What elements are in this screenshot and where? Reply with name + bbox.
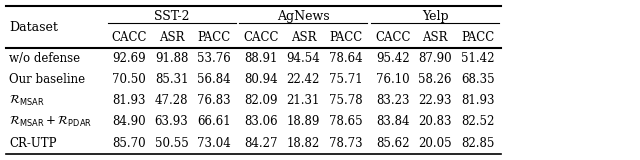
Text: PACC: PACC	[461, 31, 494, 44]
Text: 68.35: 68.35	[461, 73, 495, 86]
Text: 92.69: 92.69	[112, 52, 146, 65]
Text: 75.78: 75.78	[329, 94, 363, 107]
Text: Our baseline: Our baseline	[9, 73, 85, 86]
Text: 21.31: 21.31	[287, 94, 320, 107]
Text: 94.54: 94.54	[287, 52, 320, 65]
Text: 91.88: 91.88	[155, 52, 188, 65]
Text: AgNews: AgNews	[277, 10, 330, 23]
Text: 53.76: 53.76	[197, 52, 231, 65]
Text: 18.89: 18.89	[287, 115, 320, 128]
Text: 81.93: 81.93	[112, 94, 146, 107]
Text: 84.27: 84.27	[244, 136, 278, 150]
Text: CR-UTP: CR-UTP	[9, 136, 56, 150]
Text: SST-2: SST-2	[154, 10, 189, 23]
Text: 63.93: 63.93	[155, 115, 188, 128]
Text: 20.83: 20.83	[419, 115, 452, 128]
Text: 18.82: 18.82	[287, 136, 320, 150]
Text: 78.65: 78.65	[329, 115, 363, 128]
Text: 78.73: 78.73	[329, 136, 363, 150]
Text: 88.91: 88.91	[244, 52, 278, 65]
Text: 83.84: 83.84	[376, 115, 410, 128]
Text: CACC: CACC	[375, 31, 410, 44]
Text: 50.55: 50.55	[155, 136, 188, 150]
Text: 85.70: 85.70	[112, 136, 146, 150]
Text: CACC: CACC	[243, 31, 278, 44]
Text: 95.42: 95.42	[376, 52, 410, 65]
Text: 83.23: 83.23	[376, 94, 410, 107]
Text: 51.42: 51.42	[461, 52, 495, 65]
Text: CACC: CACC	[111, 31, 147, 44]
Text: $\mathcal{R}_{\mathrm{MSAR}}$: $\mathcal{R}_{\mathrm{MSAR}}$	[9, 93, 45, 108]
Text: 82.52: 82.52	[461, 115, 495, 128]
Text: 87.90: 87.90	[419, 52, 452, 65]
Text: 66.61: 66.61	[197, 115, 231, 128]
Text: PACC: PACC	[330, 31, 362, 44]
Text: ASR: ASR	[291, 31, 316, 44]
Text: 84.90: 84.90	[112, 115, 146, 128]
Text: $\mathcal{R}_{\mathrm{MSAR}}+\mathcal{R}_{\mathrm{PDAR}}$: $\mathcal{R}_{\mathrm{MSAR}}+\mathcal{R}…	[9, 114, 92, 129]
Text: 82.09: 82.09	[244, 94, 278, 107]
Text: 80.94: 80.94	[244, 73, 278, 86]
Text: 83.06: 83.06	[244, 115, 278, 128]
Text: ASR: ASR	[422, 31, 448, 44]
Text: 56.84: 56.84	[197, 73, 231, 86]
Text: 78.64: 78.64	[329, 52, 363, 65]
Text: 47.28: 47.28	[155, 94, 188, 107]
Text: 22.42: 22.42	[287, 73, 320, 86]
Text: 22.93: 22.93	[419, 94, 452, 107]
Text: 20.05: 20.05	[419, 136, 452, 150]
Text: 85.62: 85.62	[376, 136, 410, 150]
Text: 82.85: 82.85	[461, 136, 495, 150]
Text: PACC: PACC	[198, 31, 230, 44]
Text: w/o defense: w/o defense	[9, 52, 80, 65]
Text: 76.10: 76.10	[376, 73, 410, 86]
Text: 85.31: 85.31	[155, 73, 188, 86]
Text: ASR: ASR	[159, 31, 184, 44]
Text: 75.71: 75.71	[329, 73, 363, 86]
Text: 76.83: 76.83	[197, 94, 231, 107]
Text: 58.26: 58.26	[419, 73, 452, 86]
Text: 81.93: 81.93	[461, 94, 495, 107]
Text: 73.04: 73.04	[197, 136, 231, 150]
Text: 70.50: 70.50	[112, 73, 146, 86]
Text: Yelp: Yelp	[422, 10, 449, 23]
Text: Dataset: Dataset	[9, 21, 58, 34]
